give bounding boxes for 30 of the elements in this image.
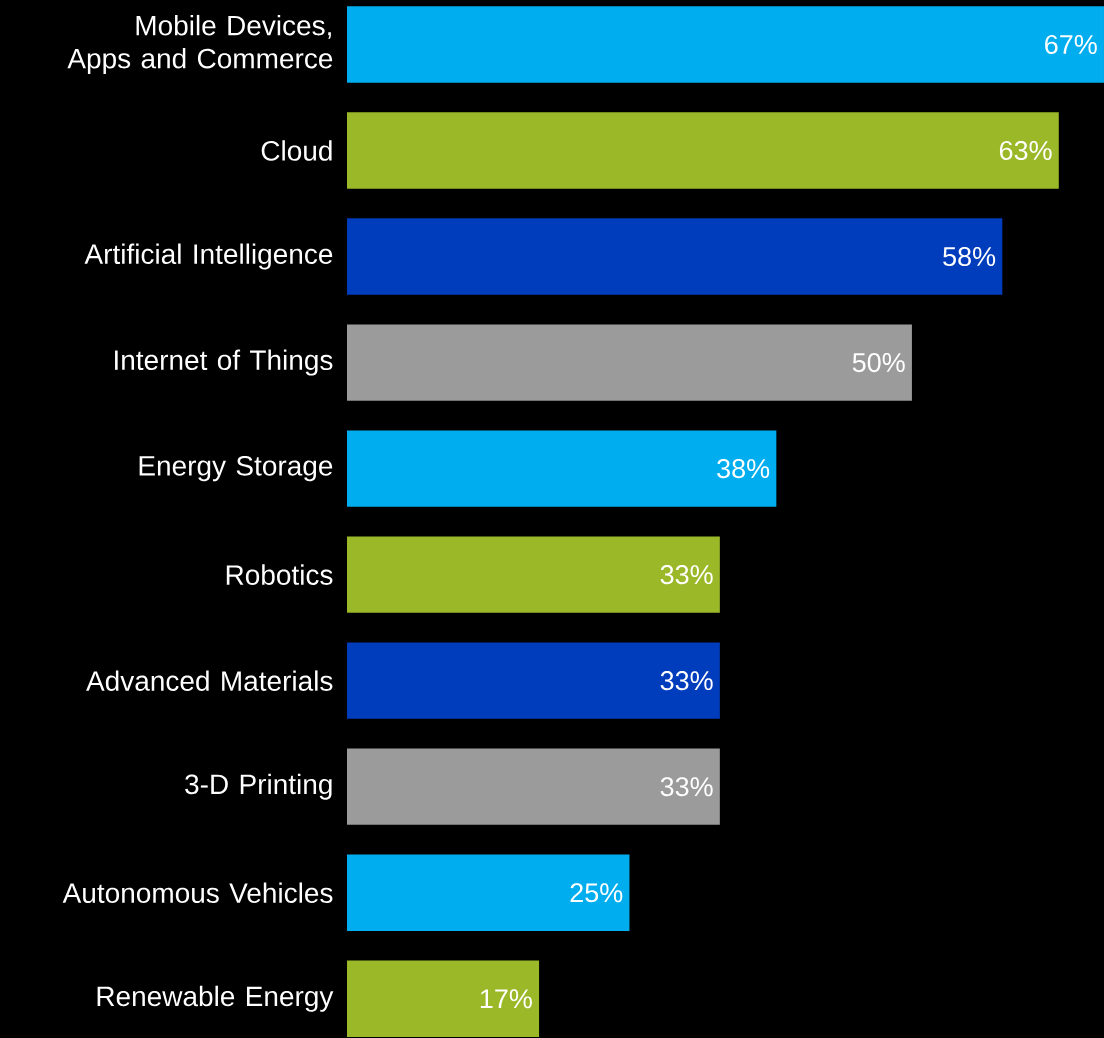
y-tick-label: Renewable Energy: [97, 985, 334, 1012]
y-tick-label: Advanced Materials: [86, 670, 333, 691]
bar: [347, 854, 630, 931]
data-label: 58%: [943, 246, 996, 267]
y-tick-label: 3-D Printing: [185, 773, 332, 800]
y-tick-label: Artificial Intelligence: [84, 243, 333, 270]
bar: [347, 430, 777, 507]
data-label: 33%: [660, 671, 713, 691]
bar: [347, 6, 1104, 83]
y-tick-label: Energy Storage: [139, 455, 333, 482]
bar: [347, 536, 720, 613]
y-tick-label: Mobile Devices, Apps and Commerce: [67, 14, 333, 75]
y-tick-label: Cloud: [261, 140, 332, 161]
data-label: 17%: [480, 989, 532, 1009]
bar: [347, 324, 912, 401]
y-tick-label: Autonomous Vehicles: [62, 882, 333, 904]
y-tick-label: Robotics: [226, 564, 333, 585]
data-label: 67%: [1045, 34, 1097, 55]
data-label: 25%: [570, 883, 623, 903]
data-label: 50%: [852, 353, 905, 373]
y-tick-label: Internet of Things: [115, 349, 333, 376]
bar: [347, 218, 1003, 295]
data-label: 38%: [717, 459, 770, 479]
data-label: 33%: [660, 777, 713, 797]
bar: [347, 748, 720, 825]
bar: [347, 960, 540, 1037]
data-label: 63%: [999, 140, 1052, 161]
data-label: 33%: [660, 565, 713, 585]
bar: [347, 642, 720, 719]
bar: [347, 112, 1059, 189]
